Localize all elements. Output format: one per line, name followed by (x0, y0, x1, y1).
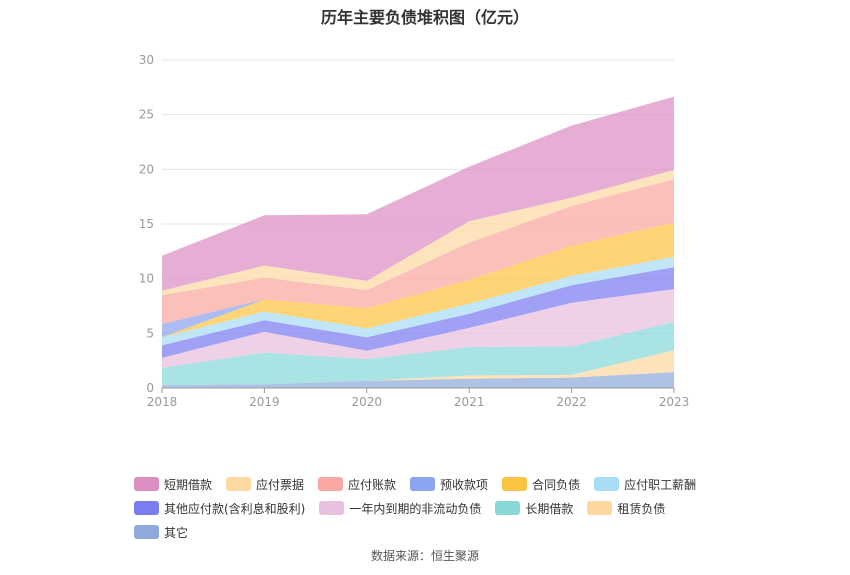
x-tick-label: 2023 (659, 395, 690, 409)
legend-swatch (319, 501, 345, 515)
x-tick-label: 2019 (249, 395, 280, 409)
area-series-0 (162, 372, 674, 388)
chart-title: 历年主要负债堆积图（亿元） (320, 8, 529, 27)
legend-item[interactable]: 其他应付款(含利息和股利) (134, 496, 305, 520)
legend-label: 一年内到期的非流动负债 (349, 501, 482, 516)
legend-label: 应付职工薪酬 (624, 477, 697, 492)
legend-label: 其它 (164, 525, 189, 540)
legend-swatch (226, 477, 252, 491)
legend-item[interactable]: 应付职工薪酬 (594, 472, 696, 496)
legend-label: 预收款项 (440, 477, 489, 492)
legend-label: 其他应付款(含利息和股利) (164, 501, 306, 516)
area-series-9 (162, 169, 674, 296)
y-tick-label: 25 (139, 108, 154, 122)
legend-item[interactable]: 应付票据 (226, 472, 304, 496)
area-series-2 (162, 321, 674, 386)
x-tick-label: 2018 (147, 395, 178, 409)
legend-swatch (318, 477, 344, 491)
legend-item[interactable]: 预收款项 (410, 472, 488, 496)
legend-item[interactable]: 长期借款 (495, 496, 573, 520)
area-series-4 (162, 267, 674, 358)
axes: 0 5 10 15 20 25 30 2018 2019 2020 2021 2022 2023 (139, 53, 690, 409)
legend-swatch (410, 477, 436, 491)
legend-item[interactable]: 应付账款 (318, 472, 396, 496)
legend-label: 应付账款 (348, 477, 397, 492)
legend-row: 短期借款 应付票据 应付账款 预收款项 合同负债 应付职工薪酬 (134, 472, 734, 496)
legend-label: 短期借款 (164, 477, 213, 492)
y-tick-label: 0 (146, 381, 154, 395)
area-series-10 (162, 96, 674, 291)
x-tick-label: 2021 (454, 395, 485, 409)
area-series-8 (162, 179, 674, 324)
legend-swatch (134, 501, 159, 515)
area-series (162, 96, 674, 388)
area-series-1 (162, 350, 674, 386)
legend-item[interactable]: 短期借款 (134, 472, 212, 496)
data-source-note: 数据来源：恒生聚源 (370, 549, 479, 563)
legend-item[interactable]: 租赁负债 (587, 496, 665, 520)
legend-label: 应付票据 (256, 477, 305, 492)
legend-row: 其他应付款(含利息和股利) 一年内到期的非流动负债 长期借款 租赁负债其它 (134, 496, 734, 544)
area-series-3 (162, 289, 674, 368)
legend-item[interactable]: 其它 (134, 520, 188, 544)
y-tick-label: 15 (139, 217, 154, 231)
legend-swatch (587, 501, 613, 515)
legend-label: 长期借款 (525, 501, 574, 516)
legend-item[interactable]: 合同负债 (502, 472, 580, 496)
legend-label: 租赁负债 (617, 501, 666, 516)
chart-area: 0 5 10 15 20 25 30 2018 2019 2020 2021 2022 2023 (139, 53, 690, 409)
x-tick-label: 2020 (352, 395, 383, 409)
area-series-6 (162, 222, 674, 338)
area-series-5 (162, 256, 674, 346)
legend-swatch (134, 525, 159, 539)
legend-item[interactable]: 一年内到期的非流动负债 (319, 496, 481, 520)
legend-swatch (134, 477, 159, 491)
legend: 短期借款 应付票据 应付账款 预收款项 合同负债 应付职工薪酬其他应付款(含利息和股利) 一… (134, 472, 734, 544)
y-tick-label: 20 (139, 162, 154, 176)
y-tick-label: 5 (146, 326, 154, 340)
y-tick-label: 10 (139, 272, 154, 286)
legend-swatch (495, 501, 521, 515)
legend-swatch (594, 477, 620, 491)
y-tick-label: 30 (139, 53, 154, 67)
legend-label: 合同负债 (532, 477, 581, 492)
legend-swatch (502, 477, 528, 491)
x-tick-label: 2022 (556, 395, 587, 409)
